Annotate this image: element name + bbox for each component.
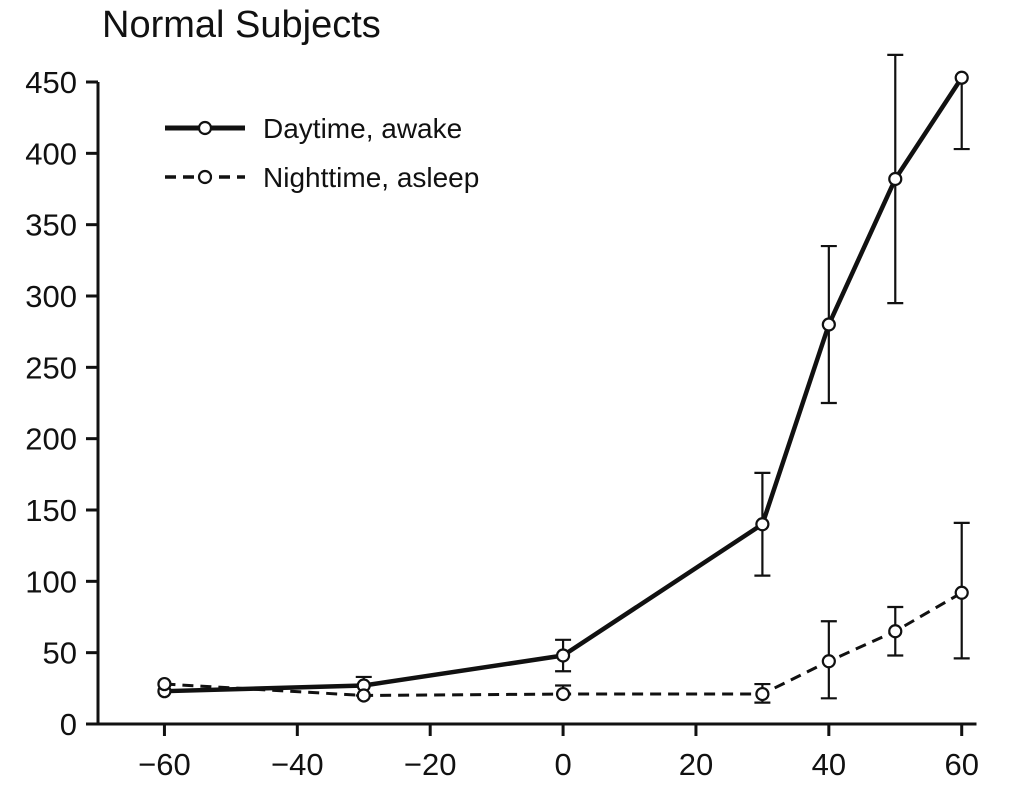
- y-tick-label: 400: [25, 136, 77, 171]
- legend-swatch-marker: [197, 169, 213, 185]
- y-tick-label: 350: [25, 208, 77, 243]
- axes: 0 50 100 150 200 250 300 350 400 450 −60 −40 −20 0 20 4…: [25, 65, 979, 782]
- x-tick-label: 60: [944, 747, 978, 782]
- x-tick-label: −40: [271, 747, 324, 782]
- y-tick-label: 150: [25, 493, 77, 528]
- series-daytime-awake: [157, 53, 970, 699]
- x-tick-label: 0: [554, 747, 571, 782]
- data-point: [821, 317, 836, 332]
- x-tick-label: 20: [679, 747, 713, 782]
- plot-area: [157, 53, 970, 704]
- legend-item: Nighttime, asleep: [165, 162, 479, 193]
- data-point: [555, 648, 571, 663]
- series-nighttime-asleep: [157, 521, 970, 704]
- data-point: [954, 585, 969, 600]
- legend-label: Daytime, awake: [263, 113, 462, 144]
- data-point: [555, 686, 571, 702]
- data-point: [888, 624, 903, 639]
- data-point: [157, 676, 172, 692]
- y-tick-label: 100: [25, 564, 77, 599]
- y-tick-label: 50: [43, 636, 77, 671]
- x-tick-label: −20: [404, 747, 457, 782]
- legend-swatch-marker: [197, 120, 213, 136]
- legend: Daytime, awake Nighttime, asleep: [165, 113, 479, 193]
- y-tick-label: 200: [25, 422, 77, 457]
- y-tick-label: 450: [25, 65, 77, 100]
- data-point: [356, 688, 371, 703]
- y-tick-label: 0: [60, 707, 77, 742]
- legend-item: Daytime, awake: [165, 113, 462, 144]
- x-tick-label: 40: [812, 747, 846, 782]
- data-point: [755, 686, 770, 702]
- data-point: [888, 171, 903, 187]
- data-point: [755, 517, 770, 532]
- chart-title: Normal Subjects: [102, 4, 381, 46]
- data-point: [954, 70, 969, 85]
- data-point: [821, 654, 836, 669]
- y-tick-label: 300: [25, 279, 77, 314]
- x-tick-label: −60: [138, 747, 191, 782]
- legend-label: Nighttime, asleep: [263, 162, 479, 193]
- y-tick-label: 250: [25, 350, 77, 385]
